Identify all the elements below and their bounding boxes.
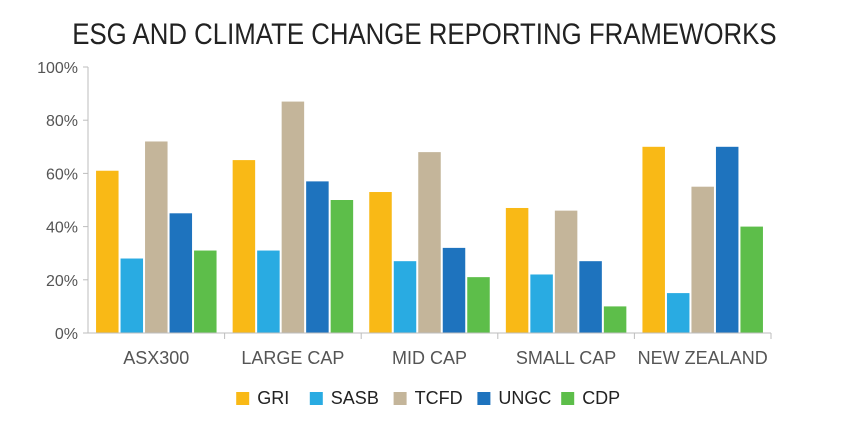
bar-cdp-new-zealand: [740, 226, 763, 333]
y-tick-label: 40%: [46, 220, 78, 237]
y-tick-label: 100%: [37, 60, 78, 77]
bar-sasb-small-cap: [530, 274, 553, 333]
bar-sasb-large-cap: [257, 250, 280, 333]
bar-gri-large-cap: [232, 160, 256, 333]
x-tick-label: NEW ZEALAND: [638, 348, 768, 368]
bar-gri-asx300: [96, 170, 119, 333]
legend-swatch-cdp: [561, 392, 575, 405]
chart-title: ESG AND CLIMATE CHANGE REPORTING FRAMEWO…: [72, 18, 777, 51]
bar-tcfd-small-cap: [554, 210, 578, 333]
legend: GRI SASB TCFD UNGC CDP: [236, 388, 620, 408]
y-tick-label: 60%: [46, 166, 78, 183]
x-tick-label: LARGE CAP: [241, 348, 344, 368]
x-axis: ASX300 LARGE CAP MID CAP SMALL CAP NEW ZEALA…: [88, 332, 772, 368]
bar-gri-mid-cap: [369, 192, 392, 333]
bar-cdp-mid-cap: [467, 277, 490, 333]
legend-swatch-ungc: [477, 392, 491, 405]
bars: [96, 101, 763, 333]
y-tick-label: 20%: [46, 273, 78, 290]
legend-swatch-gri: [236, 392, 250, 405]
x-tick-label: MID CAP: [392, 348, 467, 368]
legend-swatch-tcfd: [393, 392, 407, 405]
bar-cdp-large-cap: [330, 200, 354, 333]
bar-ungc-large-cap: [306, 181, 329, 333]
bar-cdp-asx300: [194, 250, 217, 333]
bar-tcfd-new-zealand: [691, 186, 714, 333]
bar-tcfd-large-cap: [281, 101, 305, 333]
legend-label-sasb: SASB: [331, 388, 379, 408]
legend-label-tcfd: TCFD: [415, 388, 463, 408]
x-tick-label: SMALL CAP: [516, 348, 616, 368]
bar-gri-new-zealand: [642, 146, 665, 333]
legend-label-gri: GRI: [257, 388, 289, 408]
bar-sasb-mid-cap: [393, 261, 417, 333]
x-tick-label: ASX300: [123, 348, 189, 368]
bar-ungc-small-cap: [579, 261, 602, 333]
bar-gri-small-cap: [505, 207, 529, 333]
bar-tcfd-mid-cap: [418, 152, 441, 333]
y-tick-label: 80%: [46, 113, 78, 130]
legend-swatch-sasb: [309, 392, 323, 405]
legend-label-ungc: UNGC: [498, 388, 551, 408]
bar-cdp-small-cap: [603, 306, 627, 333]
y-axis: 0% 20% 40% 60% 80% 100%: [37, 60, 89, 343]
y-tick-label: 0%: [55, 326, 78, 343]
bar-ungc-mid-cap: [442, 247, 466, 333]
bar-ungc-asx300: [169, 213, 193, 333]
legend-label-cdp: CDP: [582, 388, 620, 408]
bar-sasb-asx300: [120, 258, 144, 333]
bar-tcfd-asx300: [145, 141, 168, 333]
bar-sasb-new-zealand: [666, 293, 690, 333]
bar-ungc-new-zealand: [715, 146, 739, 333]
